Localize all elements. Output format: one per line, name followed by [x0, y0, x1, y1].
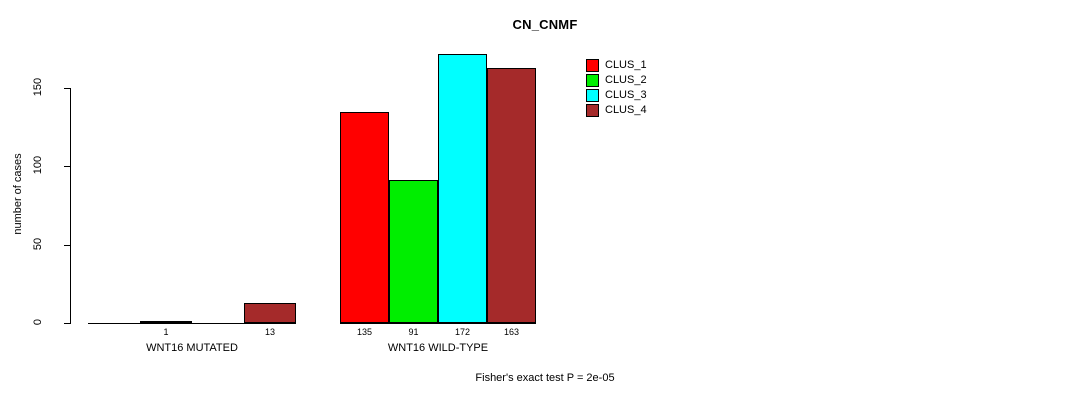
legend-label: CLUS_2 — [605, 74, 647, 86]
legend-swatch-clus_3 — [586, 89, 599, 102]
legend-item-clus_3[interactable]: CLUS_3 — [586, 88, 647, 103]
group-label-1: WNT16 MUTATED — [146, 342, 238, 354]
legend-label: CLUS_3 — [605, 89, 647, 101]
legend-item-clus_1[interactable]: CLUS_1 — [586, 58, 647, 73]
bar-value-label-clus_4-group-1: 13 — [264, 327, 275, 337]
legend-swatch-clus_2 — [586, 74, 599, 87]
legend-swatch-clus_4 — [586, 104, 599, 117]
chart-title: CN_CNMF — [512, 17, 578, 32]
y-tick-100 — [64, 166, 71, 168]
y-tick-150 — [64, 88, 71, 89]
x-axis-line-group-2 — [340, 323, 536, 324]
y-tick-0 — [64, 323, 71, 324]
y-tick-50 — [64, 244, 71, 246]
bar-clus_2-group-2 — [389, 180, 438, 323]
bar-clus_1-group-2 — [340, 111, 389, 323]
bar-clus_3-group-2 — [438, 53, 487, 323]
legend-swatch-clus_1 — [586, 59, 599, 72]
bar-value-label-clus_2-group-1: 1 — [163, 327, 169, 337]
y-tick-label-150: 150 — [32, 77, 44, 97]
y-tick-label-100: 100 — [32, 156, 44, 175]
bar-clus_2-group-1 — [140, 321, 192, 323]
y-axis-line — [70, 88, 71, 324]
bar-value-label-clus_4-group-2: 163 — [503, 327, 520, 337]
bar-value-label-clus_1-group-2: 135 — [356, 327, 373, 337]
group-label-2: WNT16 WILD-TYPE — [387, 342, 489, 354]
bar-value-label-clus_2-group-2: 91 — [408, 327, 419, 337]
statistical-test-annotation: Fisher's exact test P = 2e-05 — [475, 372, 615, 384]
legend-item-clus_4[interactable]: CLUS_4 — [586, 103, 647, 118]
y-tick-label-50: 50 — [32, 237, 44, 250]
legend-label: CLUS_4 — [605, 104, 647, 116]
y-axis-title: number of cases — [12, 153, 24, 235]
bar-clus_4-group-1 — [244, 302, 296, 323]
y-tick-label-0: 0 — [32, 318, 44, 326]
legend-item-clus_2[interactable]: CLUS_2 — [586, 73, 647, 88]
legend: CLUS_1 CLUS_2 CLUS_3 CLUS_4 — [586, 58, 647, 118]
bar-value-label-clus_3-group-2: 172 — [454, 327, 471, 337]
legend-label: CLUS_1 — [605, 59, 647, 71]
bar-clus_4-group-2 — [487, 67, 536, 323]
x-axis-line-group-1 — [88, 323, 296, 324]
